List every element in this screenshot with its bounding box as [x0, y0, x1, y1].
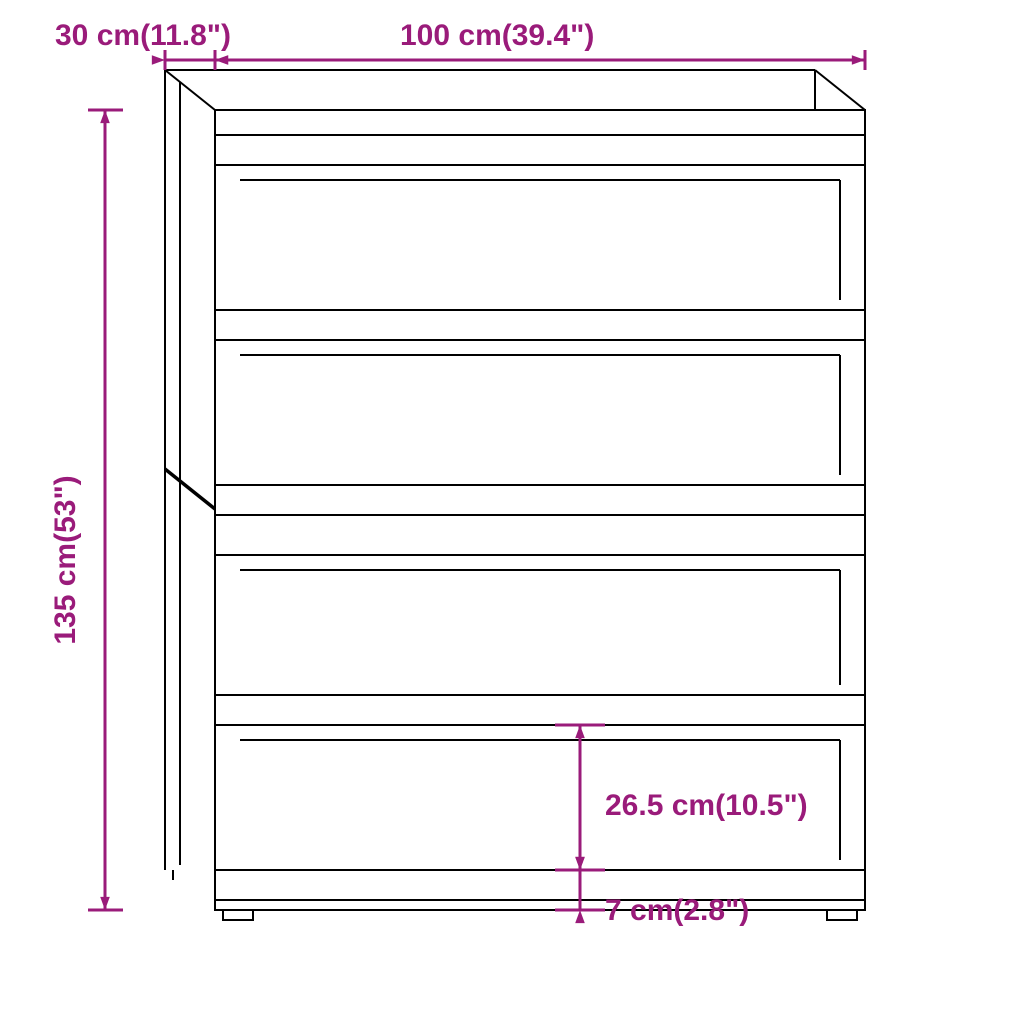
dimension-label: 7 cm(2.8") [605, 894, 749, 927]
dimension-label: 30 cm(11.8") [55, 19, 231, 52]
dimension-label: 135 cm(53") [49, 475, 82, 644]
dimension-label: 100 cm(39.4") [400, 19, 594, 52]
dimension-label: 26.5 cm(10.5") [605, 789, 808, 822]
